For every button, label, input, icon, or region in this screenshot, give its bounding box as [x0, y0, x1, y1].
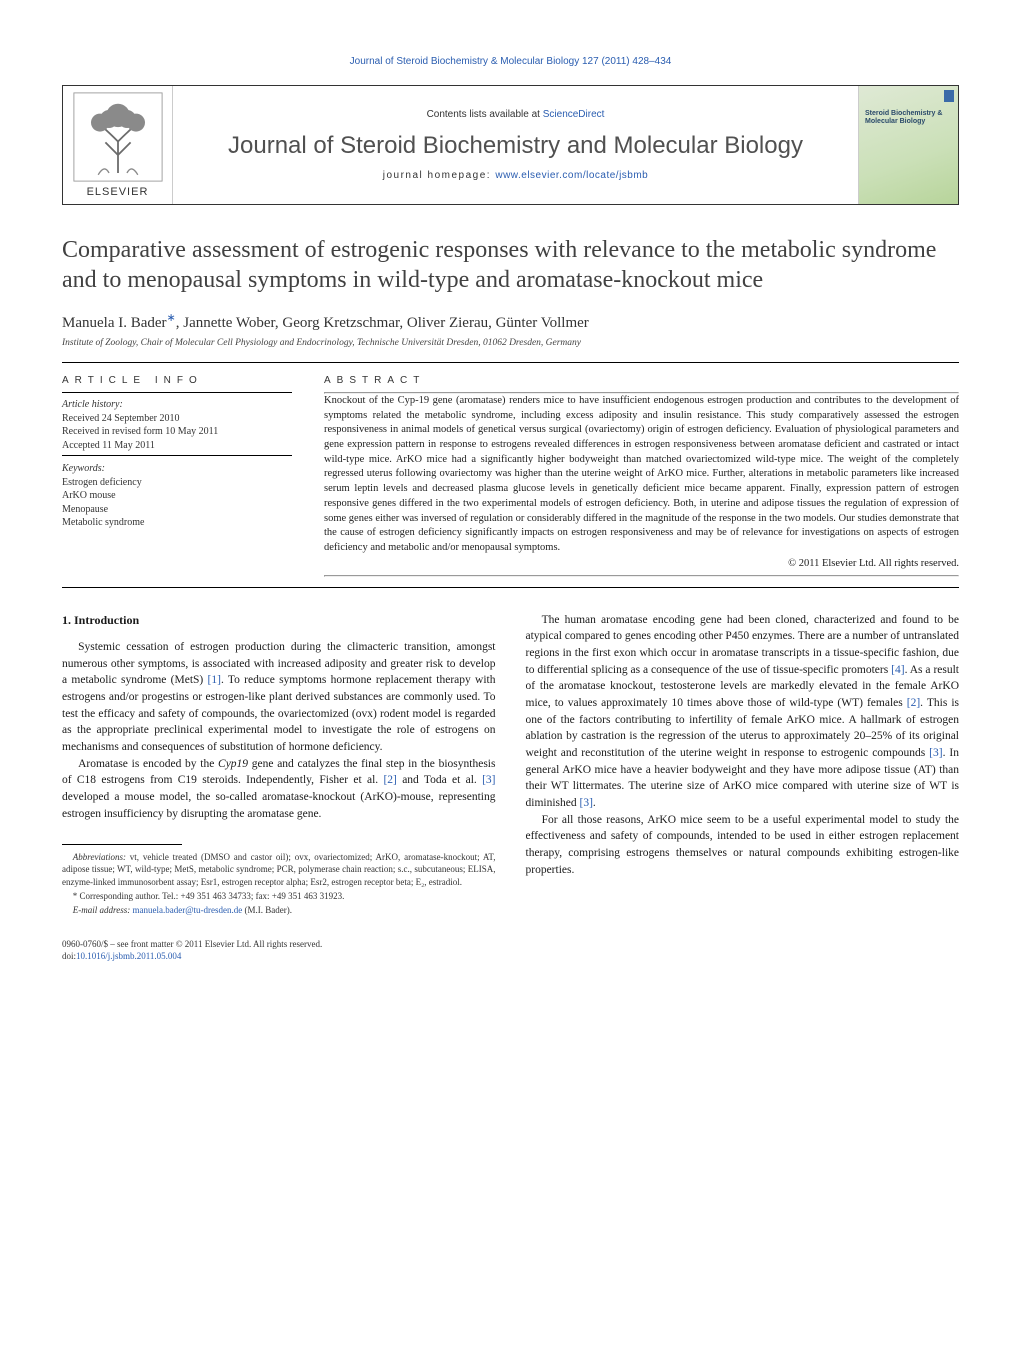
journal-name: Journal of Steroid Biochemistry and Mole…	[228, 132, 803, 160]
reference-link[interactable]: [3]	[929, 747, 942, 759]
abbreviations-footnote: Abbreviations: vt, vehicle treated (DMSO…	[62, 851, 496, 887]
article-title: Comparative assessment of estrogenic res…	[62, 235, 959, 295]
journal-homepage-line: journal homepage: www.elsevier.com/locat…	[383, 170, 649, 181]
abbreviations-text: vt, vehicle treated (DMSO and castor oil…	[62, 852, 496, 886]
reference-link[interactable]: [3]	[580, 797, 593, 809]
journal-cover-thumb: Steroid Biochemistry & Molecular Biology	[858, 86, 958, 204]
email-footnote: E-mail address: manuela.bader@tu-dresden…	[62, 904, 496, 916]
footnote-block: Abbreviations: vt, vehicle treated (DMSO…	[62, 844, 496, 916]
abstract-label: ABSTRACT	[324, 375, 959, 386]
cover-corner-icon	[944, 90, 954, 102]
front-matter-block: 0960-0760/$ – see front matter © 2011 El…	[62, 938, 959, 962]
abstract-column: ABSTRACT Knockout of the Cyp-19 gene (ar…	[324, 375, 959, 577]
elsevier-tree-icon	[73, 92, 163, 182]
homepage-prefix: journal homepage:	[383, 170, 496, 181]
running-header: Journal of Steroid Biochemistry & Molecu…	[62, 56, 959, 67]
doi-prefix: doi:	[62, 951, 76, 961]
email-label: E-mail address:	[73, 905, 130, 915]
doi-link[interactable]: 10.1016/j.jsbmb.2011.05.004	[76, 951, 181, 961]
keyword-item: Menopause	[62, 503, 292, 517]
abbreviations-label: Abbreviations:	[73, 852, 126, 862]
body-paragraph: The human aromatase encoding gene had be…	[526, 612, 960, 812]
history-item: Received 24 September 2010	[62, 412, 292, 426]
divider-rule	[62, 362, 959, 363]
journal-banner: ELSEVIER Contents lists available at Sci…	[62, 85, 959, 205]
reference-link[interactable]: [3]	[482, 774, 495, 786]
footnote-divider	[62, 844, 182, 845]
body-text: .	[593, 797, 596, 809]
keywords-block: Keywords: Estrogen deficiency ArKO mouse…	[62, 462, 292, 530]
reference-link[interactable]: [2]	[383, 774, 396, 786]
publisher-name: ELSEVIER	[87, 186, 149, 198]
history-item: Accepted 11 May 2011	[62, 439, 292, 453]
body-paragraph: For all those reasons, ArKO mice seem to…	[526, 812, 960, 879]
divider-rule	[62, 455, 292, 456]
article-info-column: ARTICLE INFO Article history: Received 2…	[62, 375, 292, 577]
contents-prefix: Contents lists available at	[427, 109, 543, 120]
abstract-copyright: © 2011 Elsevier Ltd. All rights reserved…	[324, 558, 959, 569]
body-text: developed a mouse model, the so-called a…	[62, 791, 496, 820]
reference-link[interactable]: [1]	[208, 674, 221, 686]
history-item: Received in revised form 10 May 2011	[62, 425, 292, 439]
abstract-text: Knockout of the Cyp-19 gene (aromatase) …	[324, 394, 959, 556]
keyword-item: Estrogen deficiency	[62, 476, 292, 490]
journal-homepage-link[interactable]: www.elsevier.com/locate/jsbmb	[495, 170, 648, 181]
article-history: Article history: Received 24 September 2…	[62, 398, 292, 452]
body-paragraph: Aromatase is encoded by the Cyp19 gene a…	[62, 756, 496, 823]
body-two-column: 1. Introduction Systemic cessation of es…	[62, 612, 959, 916]
contents-available-line: Contents lists available at ScienceDirec…	[427, 109, 605, 120]
author-list: Manuela I. Bader∗, Jannette Wober, Georg…	[62, 311, 959, 332]
divider-rule	[62, 392, 292, 393]
reference-link[interactable]: [4]	[891, 664, 904, 676]
author-affiliation: Institute of Zoology, Chair of Molecular…	[62, 338, 959, 348]
banner-center: Contents lists available at ScienceDirec…	[173, 86, 858, 204]
history-label: Article history:	[62, 398, 292, 412]
author-email-link[interactable]: manuela.bader@tu-dresden.de	[132, 905, 242, 915]
reference-link[interactable]: [2]	[907, 697, 920, 709]
corresponding-author-footnote: * Corresponding author. Tel.: +49 351 46…	[62, 890, 496, 902]
cover-title-text: Steroid Biochemistry & Molecular Biology	[865, 110, 952, 125]
body-paragraph: Systemic cessation of estrogen productio…	[62, 639, 496, 756]
article-info-label: ARTICLE INFO	[62, 375, 292, 386]
body-text: Aromatase is encoded by the	[78, 758, 218, 770]
gene-name: Cyp19	[218, 758, 248, 770]
sciencedirect-link[interactable]: ScienceDirect	[543, 109, 605, 120]
section-heading-introduction: 1. Introduction	[62, 612, 496, 629]
body-text: and Toda et al.	[397, 774, 482, 786]
corresponding-author-mark: ∗	[167, 312, 176, 324]
divider-rule	[62, 587, 959, 588]
keywords-label: Keywords:	[62, 462, 292, 476]
publisher-logo-block: ELSEVIER	[63, 86, 173, 204]
front-matter-line: 0960-0760/$ – see front matter © 2011 El…	[62, 938, 959, 950]
doi-line: doi:10.1016/j.jsbmb.2011.05.004	[62, 950, 959, 962]
divider-rule	[324, 575, 959, 577]
keyword-item: Metabolic syndrome	[62, 516, 292, 530]
keyword-item: ArKO mouse	[62, 489, 292, 503]
email-tail: (M.I. Bader).	[242, 905, 292, 915]
